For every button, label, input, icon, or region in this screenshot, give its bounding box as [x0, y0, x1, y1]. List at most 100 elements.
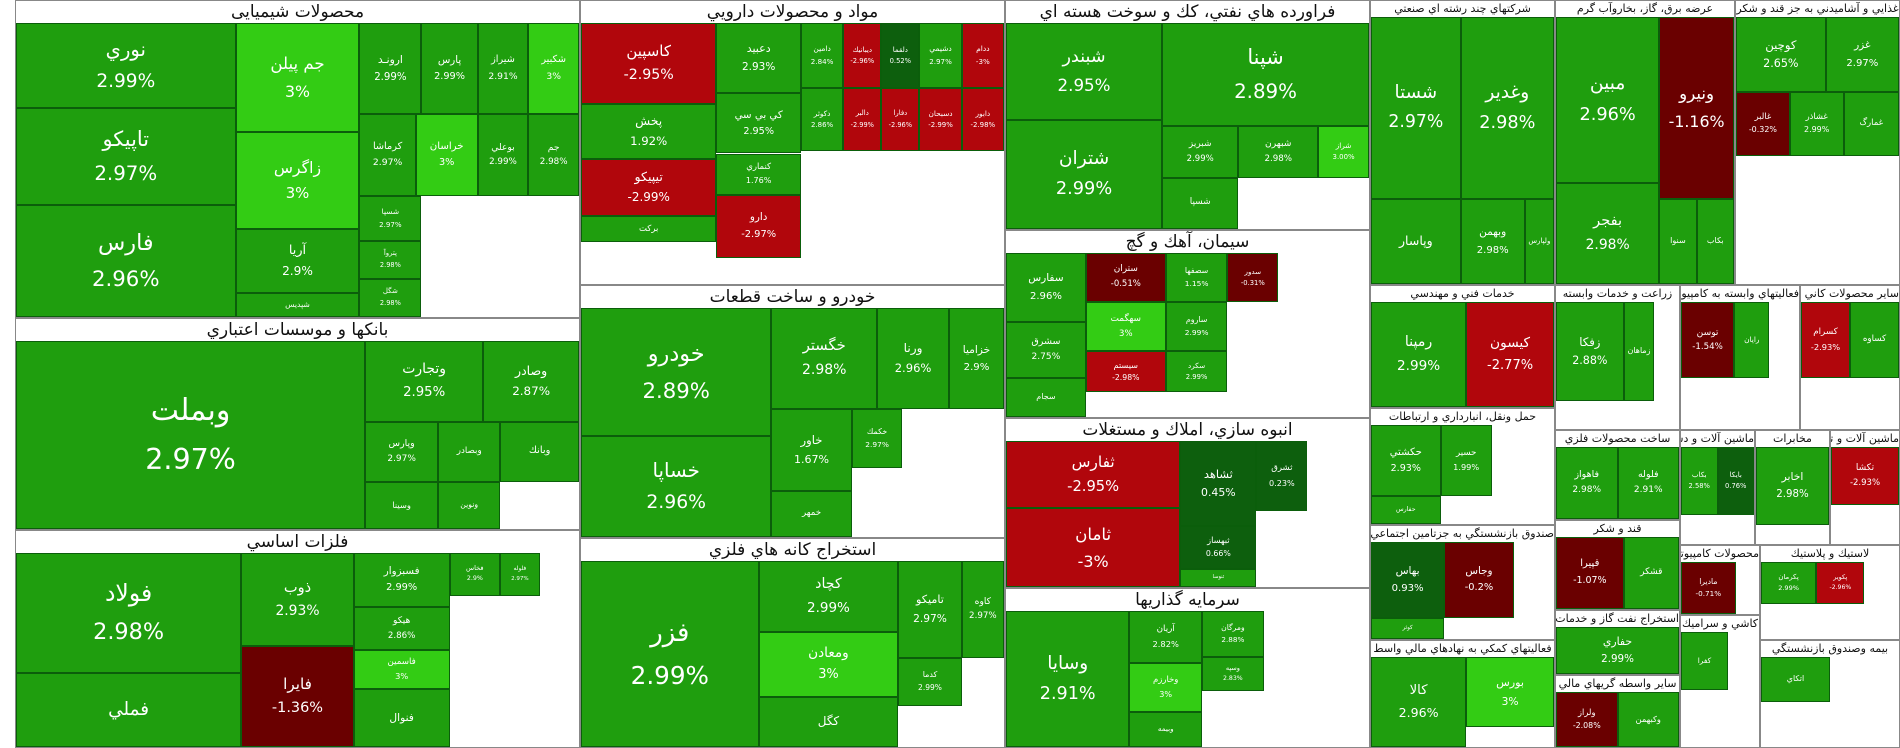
stock-tile[interactable]: بوعلي 2.99%	[477, 114, 529, 197]
stock-tile[interactable]: فولاد 2.98%	[16, 553, 242, 674]
stock-tile[interactable]: ومرگان 2.88%	[1202, 611, 1264, 658]
stock-tile[interactable]: شبهرن 2.98%	[1238, 126, 1319, 178]
stock-tile[interactable]: كگل	[758, 696, 899, 747]
stock-tile[interactable]: غزر 2.97%	[1825, 17, 1899, 92]
stock-tile[interactable]: تيپيكو -2.99%	[581, 158, 717, 217]
stock-tile[interactable]: دابور -2.98%	[961, 88, 1004, 151]
stock-tile[interactable]: وبهمن 2.98%	[1460, 198, 1525, 284]
stock-tile[interactable]: كاسپين -2.95%	[581, 23, 717, 104]
stock-tile[interactable]: وپاسار	[1371, 198, 1461, 284]
stock-tile[interactable]: كدما 2.99%	[898, 657, 962, 707]
stock-tile[interactable]: سفارس 2.96%	[1006, 253, 1086, 322]
stock-tile[interactable]: زاگرس 3%	[235, 131, 360, 229]
stock-tile[interactable]: بكاب	[1696, 198, 1734, 284]
stock-tile[interactable]: شيراز 2.91%	[477, 23, 529, 115]
stock-tile[interactable]: ذوب 2.93%	[241, 553, 354, 647]
stock-tile[interactable]: شكبير 3%	[528, 23, 579, 115]
stock-tile[interactable]: كرماشا 2.97%	[359, 114, 416, 197]
stock-tile[interactable]: كفرا	[1681, 632, 1728, 690]
stock-tile[interactable]: خگستر 2.98%	[771, 308, 878, 409]
stock-tile[interactable]: فاهواز 2.98%	[1556, 447, 1618, 519]
stock-tile[interactable]: قشكر	[1623, 537, 1679, 609]
stock-tile[interactable]: هيكو 2.86%	[353, 607, 450, 650]
stock-tile[interactable]: سشرق 2.75%	[1006, 321, 1086, 378]
stock-tile[interactable]: دامين 2.84%	[800, 23, 844, 89]
stock-tile[interactable]: شراز 3.00%	[1318, 126, 1369, 178]
stock-tile[interactable]: جم پيلن 3%	[235, 23, 360, 132]
stock-tile[interactable]: ومعادن 3%	[758, 631, 899, 697]
stock-tile[interactable]: فلوله 2.91%	[1617, 447, 1679, 519]
stock-tile[interactable]: فارس 2.96%	[16, 205, 236, 317]
stock-tile[interactable]: كيسون -2.77%	[1466, 302, 1554, 407]
stock-tile[interactable]: اتكاي	[1761, 657, 1830, 702]
stock-tile[interactable]: زماهان	[1623, 302, 1655, 402]
stock-tile[interactable]: تاپيكو 2.97%	[16, 108, 236, 206]
stock-tile[interactable]: شتران 2.99%	[1006, 119, 1163, 229]
stock-tile[interactable]: بفجر 2.98%	[1556, 182, 1660, 284]
stock-tile[interactable]: ولراز -2.08%	[1556, 692, 1618, 747]
stock-tile[interactable]: ددام -3%	[961, 23, 1004, 89]
stock-tile[interactable]: دكوثر 2.86%	[800, 88, 844, 151]
stock-tile[interactable]: ثفارس -2.95%	[1006, 441, 1181, 509]
stock-tile[interactable]: شبريز 2.99%	[1162, 126, 1239, 178]
stock-tile[interactable]: كنماري 1.76%	[716, 153, 801, 196]
stock-tile[interactable]: ورنا 2.96%	[877, 308, 949, 409]
stock-tile[interactable]: خكمك 2.97%	[851, 408, 903, 469]
stock-tile[interactable]: پارس 2.99%	[421, 23, 478, 115]
stock-tile[interactable]: شستا 2.97%	[1371, 17, 1461, 199]
stock-tile[interactable]: كوچين 2.65%	[1736, 17, 1826, 92]
stock-tile[interactable]: فسبزوار 2.99%	[353, 553, 450, 608]
stock-tile[interactable]: بايكا 0.76%	[1717, 447, 1754, 515]
stock-tile[interactable]: جم 2.98%	[528, 114, 579, 197]
stock-tile[interactable]: ونوين	[438, 482, 501, 529]
stock-tile[interactable]: تكشا -2.93%	[1831, 447, 1899, 506]
stock-tile[interactable]: فاسمين 3%	[353, 650, 450, 689]
stock-tile[interactable]: رايان	[1734, 302, 1770, 379]
stock-tile[interactable]: وبصادر	[438, 421, 501, 482]
stock-tile[interactable]: ستران -0.51%	[1085, 253, 1166, 303]
stock-tile[interactable]: ساروم 2.99%	[1165, 302, 1228, 352]
stock-tile[interactable]: خودرو 2.89%	[581, 308, 772, 437]
stock-tile[interactable]: اخابر 2.98%	[1756, 447, 1829, 525]
stock-tile[interactable]: ونيرو -1.16%	[1659, 17, 1734, 199]
stock-tile[interactable]: ثنوسا	[1180, 569, 1257, 587]
stock-tile[interactable]: بورس 3%	[1466, 657, 1554, 728]
stock-tile[interactable]: وغدير 2.98%	[1460, 17, 1554, 199]
stock-tile[interactable]: سهگمت 3%	[1085, 302, 1166, 352]
stock-tile[interactable]: وسينا	[365, 482, 439, 529]
stock-tile[interactable]: مادیرا -0.71%	[1681, 562, 1736, 614]
stock-tile[interactable]: ولپارس	[1524, 198, 1554, 284]
stock-tile[interactable]: ثشاهد 0.45%	[1180, 441, 1257, 526]
stock-tile[interactable]: سصفها 1.15%	[1165, 253, 1228, 303]
stock-tile[interactable]: شپنا 2.89%	[1162, 23, 1369, 126]
stock-tile[interactable]: خاور 1.67%	[771, 408, 852, 492]
stock-tile[interactable]: فخاس 2.9%	[449, 553, 501, 596]
stock-tile[interactable]: حفارس	[1371, 496, 1441, 524]
stock-tile[interactable]: بهاس 0.93%	[1371, 542, 1445, 618]
stock-tile[interactable]: سجام	[1006, 377, 1086, 417]
stock-tile[interactable]: وكبهمن	[1617, 692, 1679, 747]
stock-tile[interactable]: سنوا	[1659, 198, 1697, 284]
stock-tile[interactable]: كچاد 2.99%	[758, 561, 899, 632]
stock-tile[interactable]: خساپا 2.96%	[581, 436, 772, 537]
stock-tile[interactable]: ثشرق 0.23%	[1256, 441, 1308, 512]
stock-tile[interactable]: وبيمه	[1129, 711, 1202, 747]
stock-tile[interactable]: توسن -1.54%	[1681, 302, 1735, 379]
stock-tile[interactable]: زفكا 2.88%	[1556, 302, 1624, 402]
stock-tile[interactable]: وسايا 2.91%	[1006, 611, 1130, 747]
stock-tile[interactable]: پتروآ 2.98%	[359, 240, 422, 279]
stock-tile[interactable]: وصادر 2.87%	[483, 341, 579, 422]
stock-tile[interactable]: رمپنا 2.99%	[1371, 302, 1467, 407]
stock-tile[interactable]: دشيمي 2.97%	[919, 23, 962, 89]
stock-tile[interactable]: فنوال	[353, 688, 450, 747]
stock-tile[interactable]: دارو -2.97%	[716, 195, 801, 258]
stock-tile[interactable]: مبين 2.96%	[1556, 17, 1660, 183]
stock-tile[interactable]: سيستم -2.98%	[1085, 351, 1166, 393]
stock-tile[interactable]: شسپا 2.97%	[359, 196, 422, 241]
stock-tile[interactable]: آريان 2.82%	[1129, 611, 1202, 663]
stock-tile[interactable]: دالبر -2.99%	[843, 88, 882, 151]
stock-tile[interactable]: وجاس -0.2%	[1444, 542, 1514, 618]
stock-tile[interactable]: ثامان -3%	[1006, 508, 1181, 587]
stock-tile[interactable]: پكوير -2.96%	[1816, 562, 1865, 605]
stock-tile[interactable]: شگل 2.98%	[359, 278, 422, 317]
